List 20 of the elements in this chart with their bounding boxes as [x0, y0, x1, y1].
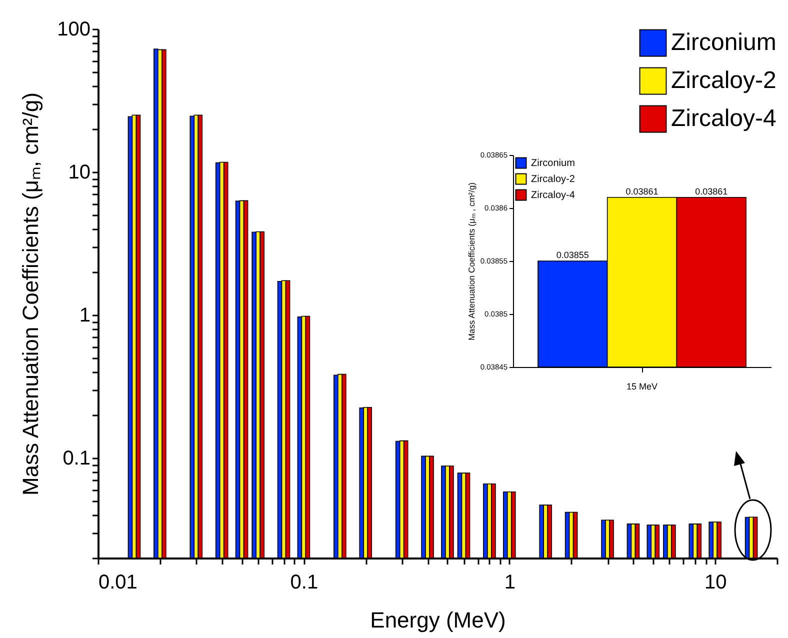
y-tick-label: 0.1	[62, 448, 90, 470]
x-tick-label: 0.1	[290, 572, 318, 594]
data-label: 0.03855	[556, 250, 589, 260]
data-label: 0.03861	[626, 186, 658, 196]
x-tick-label: 15 MeV	[626, 382, 658, 392]
legend-label: Zircaloy-4	[531, 190, 576, 201]
y-tick-label: 100	[57, 18, 90, 40]
data-label: 0.03861	[695, 186, 728, 196]
legend-label: Zircaloy-2	[671, 67, 776, 94]
legend-label: Zircaloy-2	[531, 174, 576, 185]
x-tick-label: 0.01	[98, 572, 138, 594]
legend-label: Zirconium	[671, 29, 776, 56]
y-tick-label: 10	[68, 162, 90, 184]
y-axis-title: Mass Attenuation Coefficients (μₘ , cm²/g)	[466, 182, 476, 341]
x-tick-label: 10	[704, 572, 727, 594]
y-axis-title: Mass Attenuation Coefficients (μₘ, cm²/g)	[18, 92, 44, 496]
legend-label: Zircaloy-4	[671, 105, 776, 132]
y-tick-label: 1	[79, 304, 90, 327]
legend-label: Zirconium	[531, 158, 575, 169]
x-axis-title: Energy (MeV)	[370, 608, 506, 632]
